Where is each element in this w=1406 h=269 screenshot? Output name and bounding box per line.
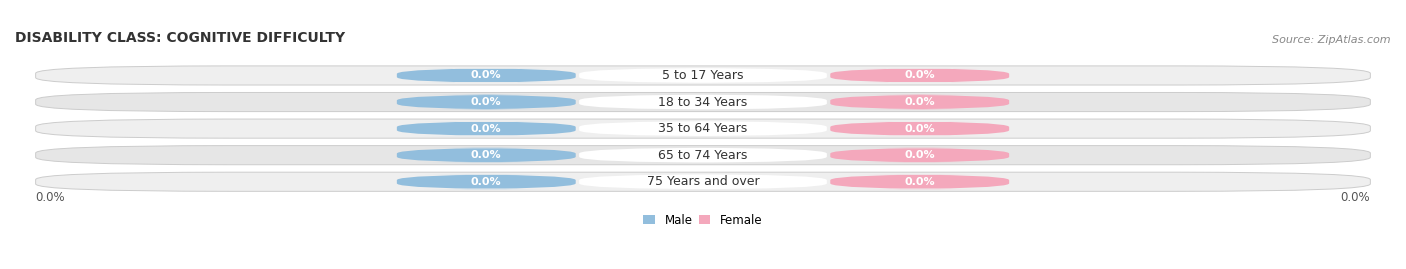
Text: Source: ZipAtlas.com: Source: ZipAtlas.com [1272,35,1391,45]
FancyBboxPatch shape [35,146,1371,165]
Text: 0.0%: 0.0% [904,70,935,80]
Text: 0.0%: 0.0% [471,70,502,80]
Text: 0.0%: 0.0% [471,150,502,160]
Text: 0.0%: 0.0% [471,97,502,107]
FancyBboxPatch shape [579,68,827,83]
Text: 0.0%: 0.0% [35,191,65,204]
FancyBboxPatch shape [831,68,1010,83]
Text: 18 to 34 Years: 18 to 34 Years [658,95,748,108]
Text: 0.0%: 0.0% [904,150,935,160]
Legend: Male, Female: Male, Female [644,214,762,227]
Text: 0.0%: 0.0% [471,177,502,187]
Text: 0.0%: 0.0% [904,124,935,134]
FancyBboxPatch shape [396,95,575,109]
Text: 5 to 17 Years: 5 to 17 Years [662,69,744,82]
FancyBboxPatch shape [579,95,827,109]
FancyBboxPatch shape [831,148,1010,163]
Text: 35 to 64 Years: 35 to 64 Years [658,122,748,135]
FancyBboxPatch shape [831,174,1010,189]
Text: 0.0%: 0.0% [904,177,935,187]
FancyBboxPatch shape [396,148,575,163]
FancyBboxPatch shape [35,119,1371,138]
FancyBboxPatch shape [35,172,1371,191]
Text: 0.0%: 0.0% [904,97,935,107]
FancyBboxPatch shape [579,121,827,136]
Text: 75 Years and over: 75 Years and over [647,175,759,188]
Text: 0.0%: 0.0% [471,124,502,134]
Text: DISABILITY CLASS: COGNITIVE DIFFICULTY: DISABILITY CLASS: COGNITIVE DIFFICULTY [15,31,344,45]
Text: 0.0%: 0.0% [1341,191,1371,204]
FancyBboxPatch shape [579,174,827,189]
FancyBboxPatch shape [35,66,1371,85]
FancyBboxPatch shape [831,95,1010,109]
FancyBboxPatch shape [396,121,575,136]
FancyBboxPatch shape [831,121,1010,136]
FancyBboxPatch shape [396,174,575,189]
Text: 65 to 74 Years: 65 to 74 Years [658,149,748,162]
FancyBboxPatch shape [35,93,1371,112]
FancyBboxPatch shape [579,148,827,163]
FancyBboxPatch shape [396,68,575,83]
